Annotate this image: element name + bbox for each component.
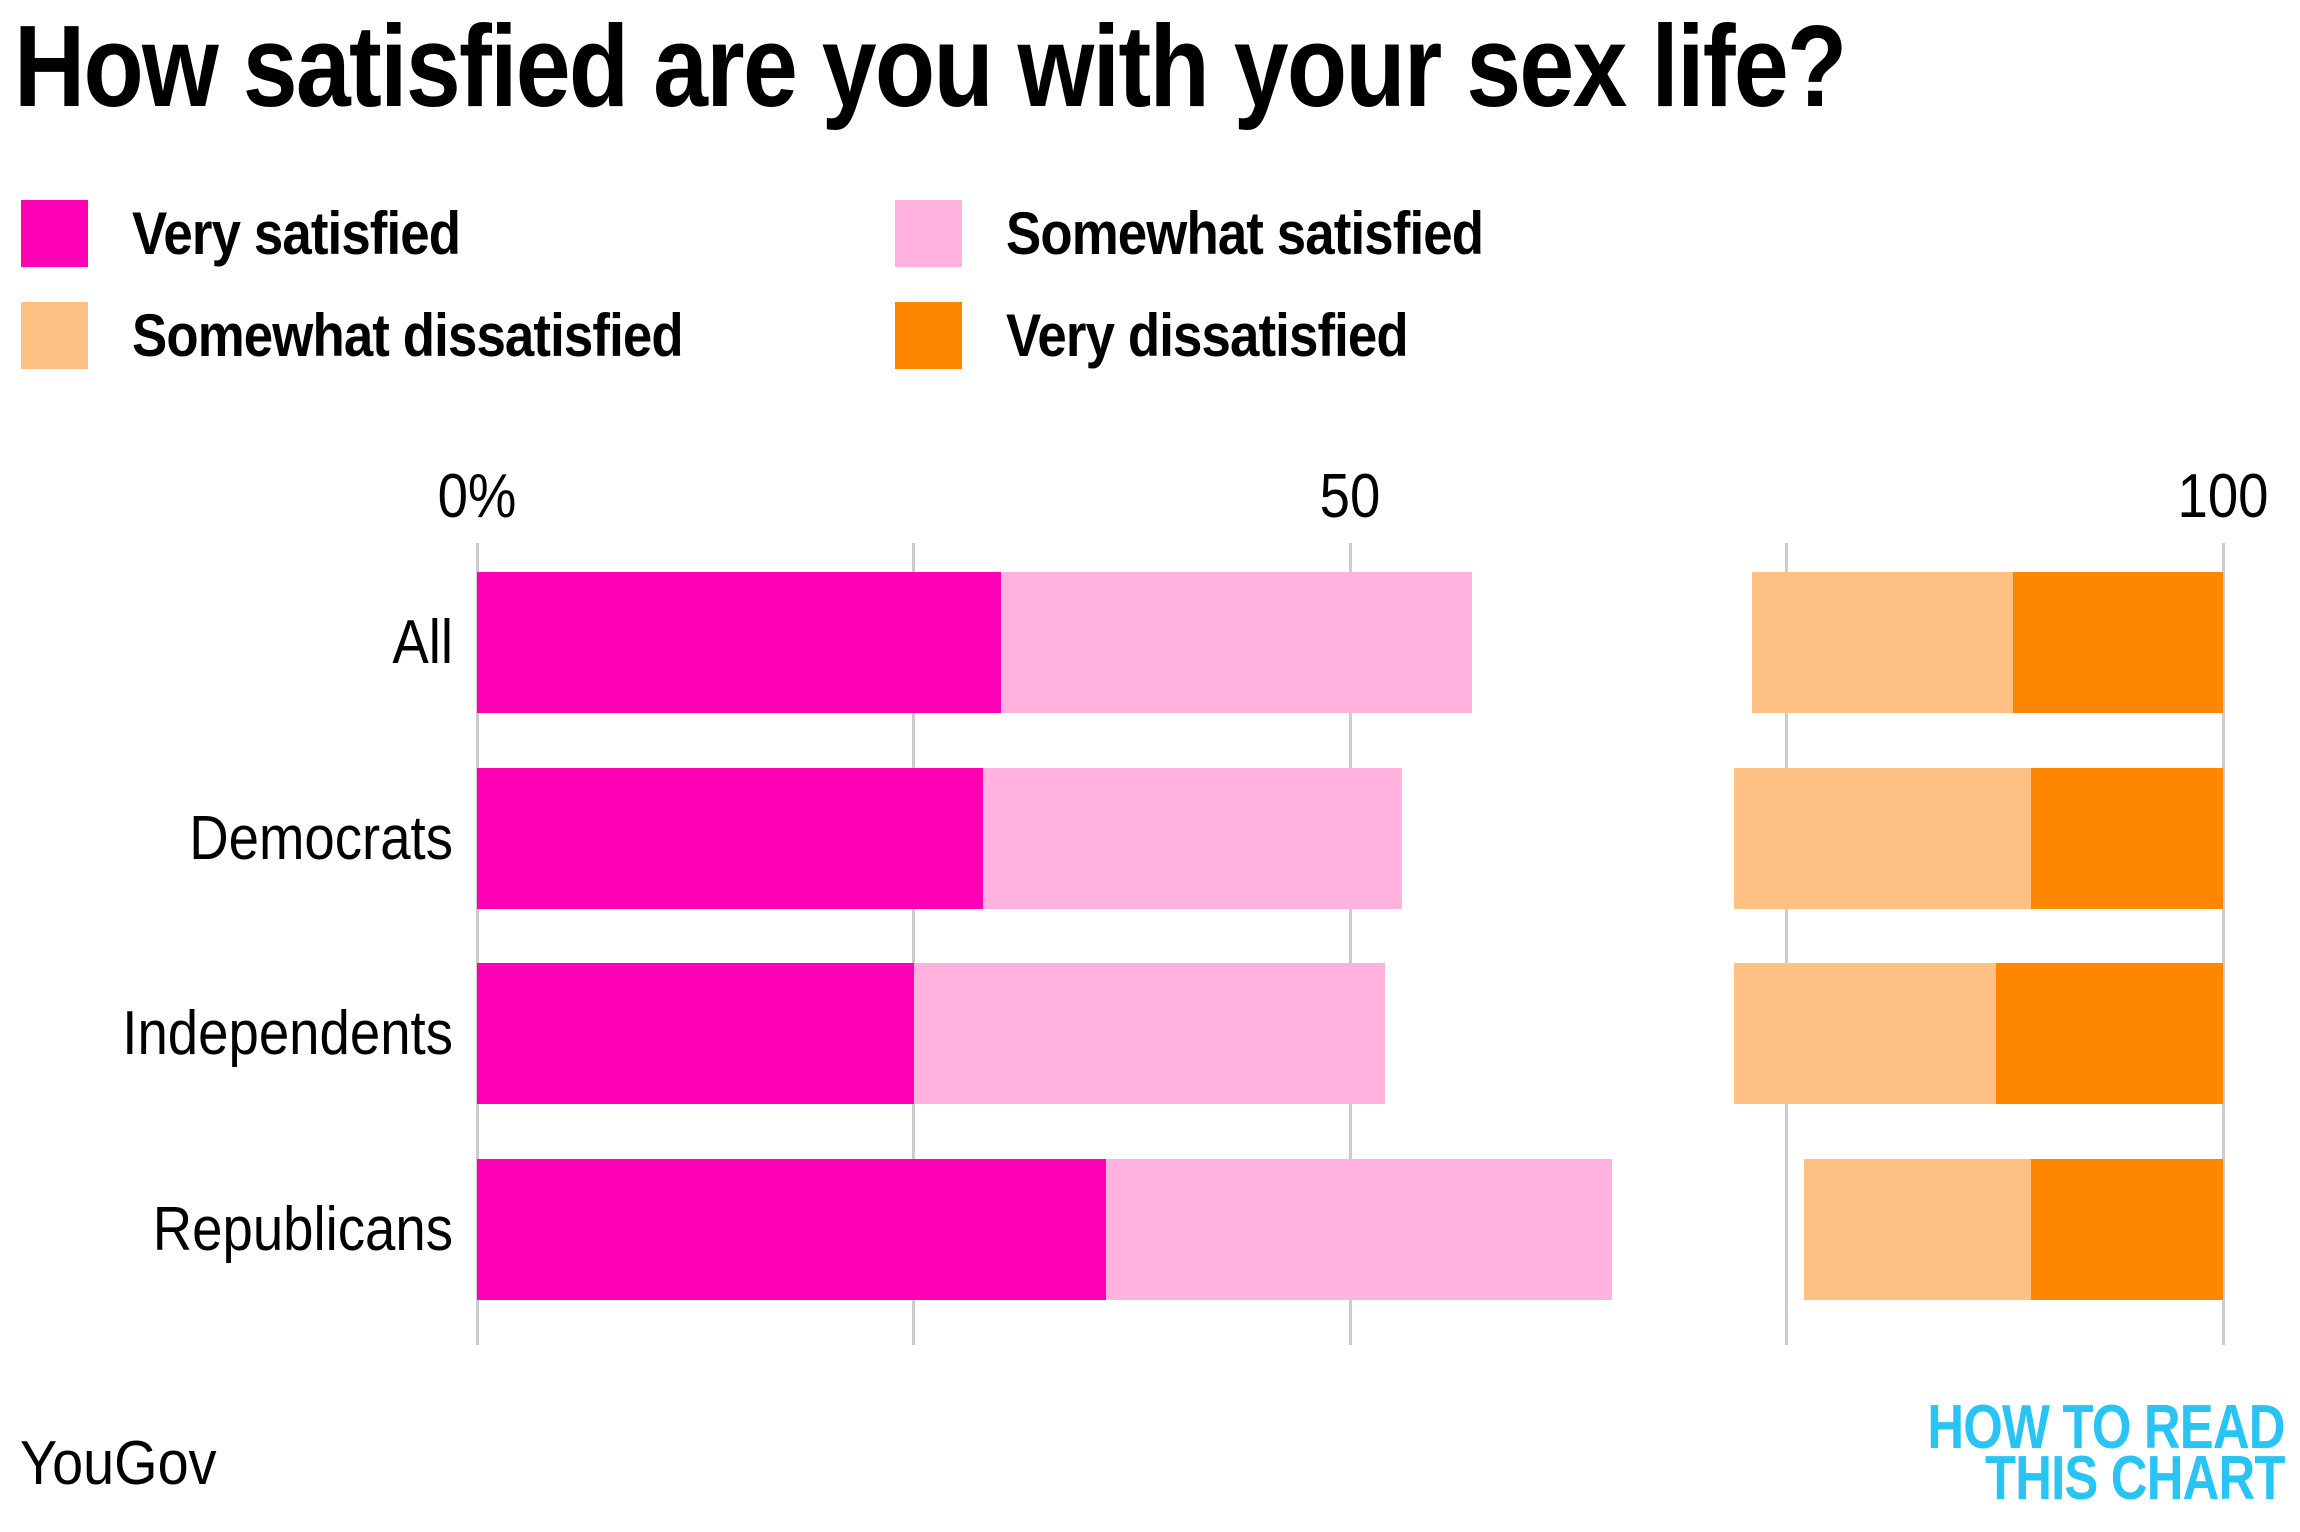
bar-segment (2030, 1159, 2223, 1301)
bar-segment (477, 963, 914, 1105)
source-label: YouGov (20, 1429, 217, 1498)
bar-segment (1751, 572, 2014, 713)
bar-segment (1803, 1159, 2031, 1301)
bar-segment (1734, 767, 2031, 909)
bar-segment (477, 1159, 1106, 1301)
legend-item: Very satisfied (21, 199, 505, 268)
legend-swatch (21, 302, 88, 369)
axis-tick-label: 50 (1319, 462, 1381, 531)
logo-line-2: THIS CHART (1985, 1444, 2285, 1513)
plot-area (475, 543, 2225, 1345)
axis-tick-label: 100 (2177, 462, 2269, 531)
legend-item: Very dissatisfied (895, 301, 1463, 370)
bar-segment (1734, 963, 1996, 1105)
category-label: Independents (122, 999, 453, 1069)
bar-segment (2030, 767, 2223, 909)
how-to-read-this-chart-logo: HOW TO READ THIS CHART (1927, 1393, 2286, 1513)
logo-line-1: HOW TO READ (1927, 1393, 2286, 1462)
legend-swatch (895, 200, 962, 267)
chart-title: How satisfied are you with your sex life… (14, 1, 1847, 131)
gridline (2221, 543, 2225, 1345)
bar-segment (477, 572, 1001, 713)
gridline (475, 543, 479, 1345)
bar-segment (1996, 963, 2223, 1105)
legend-swatch (895, 302, 962, 369)
legend-label: Somewhat dissatisfied (132, 302, 684, 369)
gridline (1785, 543, 1788, 1345)
category-label: All (392, 608, 453, 677)
bar-row (477, 572, 2223, 713)
legend-label: Very dissatisfied (1006, 302, 1409, 369)
bar-segment (1000, 572, 1473, 713)
legend-swatch (21, 200, 88, 267)
bar-segment (983, 767, 1403, 909)
legend-item: Somewhat dissatisfied (21, 301, 758, 370)
bar-segment (477, 767, 984, 909)
bar-row (477, 963, 2223, 1105)
legend-label: Very satisfied (132, 200, 461, 267)
bar-row (477, 1159, 2223, 1301)
gridline (1348, 543, 1352, 1345)
gridline (912, 543, 915, 1345)
category-label: Republicans (152, 1195, 453, 1265)
legend-item: Somewhat satisfied (895, 199, 1548, 268)
bar-segment (913, 963, 1385, 1105)
bar-segment (2013, 572, 2223, 713)
bar-row (477, 767, 2223, 909)
axis-tick-label: 0% (437, 462, 517, 531)
bar-segment (1105, 1159, 1612, 1301)
category-label: Democrats (189, 803, 453, 873)
legend-label: Somewhat satisfied (1006, 200, 1484, 267)
